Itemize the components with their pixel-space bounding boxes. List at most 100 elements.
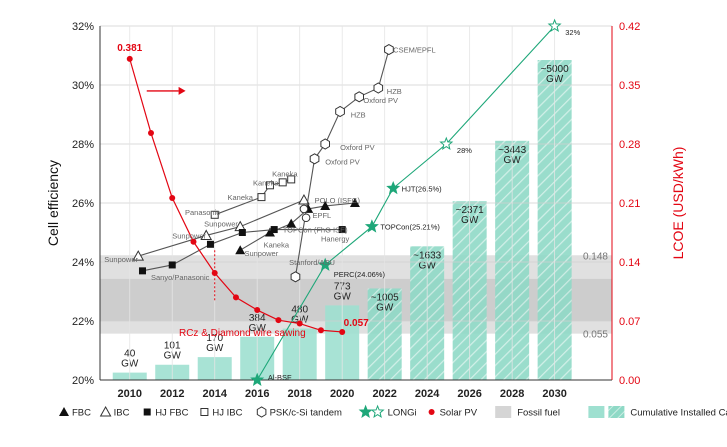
data-point — [320, 200, 331, 210]
data-point — [210, 210, 219, 219]
legend-marker — [588, 406, 605, 418]
legend-label: LONGi — [388, 408, 417, 419]
y2-tick-label: 0.35 — [619, 80, 640, 92]
legend-label: Fossil fuel — [517, 408, 560, 419]
data-point — [298, 194, 310, 205]
x-tick-label: 2022 — [372, 388, 396, 400]
y2-tick-label: 0.00 — [619, 375, 640, 387]
data-point — [338, 226, 346, 234]
x-tick-label: 2026 — [457, 388, 481, 400]
annotation-text: RCz & Diamond wire sawing — [179, 328, 306, 339]
y-tick-label: 20% — [72, 375, 94, 387]
data-point — [200, 229, 213, 240]
data-point — [349, 198, 360, 207]
y-tick-label: 22% — [72, 316, 94, 328]
legend-marker — [143, 408, 151, 416]
lcoe-last-label: 0.057 — [344, 318, 369, 329]
data-point — [373, 82, 384, 94]
data-point — [301, 213, 311, 223]
legend-label: HJ IBC — [212, 408, 242, 419]
point-label: Panasonic — [185, 208, 220, 217]
legend-label: PSK/c-Si tandem — [270, 408, 342, 419]
legend-item: LONGi — [358, 404, 417, 419]
y-tick-label: 28% — [72, 139, 94, 151]
legend-label: FBC — [72, 408, 91, 419]
y-tick-label: 24% — [72, 257, 94, 269]
legend-item: FBC — [59, 407, 91, 419]
fossil-low-label: 0.055 — [583, 330, 608, 341]
lcoe-point — [317, 327, 324, 334]
series-line — [142, 229, 343, 272]
y-tick-label: 26% — [72, 198, 94, 210]
point-label: POLO (ISFG) — [315, 196, 361, 205]
y-tick-label: 32% — [72, 21, 94, 33]
data-point — [278, 178, 287, 187]
data-point — [384, 44, 394, 56]
point-label: Oxford PV — [325, 158, 360, 167]
data-point — [138, 267, 146, 275]
point-label: CSEM/EPFL — [393, 46, 436, 55]
legend-marker — [370, 404, 385, 419]
data-point — [270, 226, 278, 234]
data-point — [364, 219, 379, 233]
legend-item: HJ IBC — [200, 408, 243, 419]
lcoe-first-label: 0.381 — [117, 43, 142, 54]
lcoe-arrow-head — [178, 86, 186, 95]
legend-label: HJ FBC — [155, 408, 188, 419]
data-point — [547, 18, 562, 33]
lcoe-point — [339, 328, 346, 335]
y2-tick-label: 0.42 — [619, 21, 640, 33]
legend-label: IBC — [114, 408, 130, 419]
series-line — [239, 202, 355, 251]
point-label: Sunpower — [204, 220, 238, 229]
point-label: HJT(26.5%) — [402, 184, 443, 193]
data-point — [318, 257, 333, 271]
lcoe-point — [169, 194, 176, 201]
legend-marker — [358, 404, 373, 419]
point-label: Al-BSF — [268, 373, 292, 382]
point-label: Sunpower — [172, 231, 206, 240]
point-label: Sunpower — [244, 249, 278, 258]
legend-item: IBC — [99, 405, 130, 419]
point-label: Kaneka — [253, 178, 279, 187]
data-point — [320, 138, 330, 150]
x-tick-label: 2020 — [330, 388, 354, 400]
legend-marker — [99, 405, 112, 417]
y-tick-label: 30% — [72, 80, 94, 92]
legend-marker — [59, 407, 69, 416]
point-label: Sanyo/Panasonic — [151, 273, 210, 282]
x-tick-label: 2016 — [245, 388, 269, 400]
point-label: HZB — [351, 111, 366, 120]
y2-tick-label: 0.14 — [619, 257, 640, 269]
legend-item: Fossil fuel — [495, 406, 560, 419]
data-point — [168, 261, 176, 269]
x-tick-label: 2012 — [160, 388, 184, 400]
point-label: Kaneka — [272, 170, 298, 179]
point-label: Stanford/ASU — [289, 258, 335, 267]
data-point — [250, 372, 265, 387]
point-label: EPFL — [312, 211, 331, 220]
legend-item: HJ FBC — [143, 408, 189, 419]
point-label: PERC(24.06%) — [334, 270, 386, 279]
series-line — [138, 199, 305, 257]
point-label: 32% — [565, 28, 580, 37]
data-point — [287, 175, 296, 184]
data-point — [238, 229, 246, 236]
legend-label: Solar PV — [440, 408, 478, 419]
legend-item: PSK/c-Si tandem — [256, 406, 342, 419]
lcoe-point — [254, 307, 261, 314]
legend-item: Cumulative Installed Capacity — [588, 406, 727, 419]
data-point — [309, 153, 320, 165]
x-tick-label: 2024 — [415, 388, 440, 400]
lcoe-point — [147, 130, 154, 137]
point-label: TOPCon(25.21%) — [380, 223, 440, 232]
y2-tick-label: 0.28 — [619, 139, 640, 151]
data-point — [335, 105, 345, 118]
fossil-high-label: 0.148 — [583, 251, 608, 262]
legend-item: Solar PV — [428, 408, 478, 419]
y-axis-title: Cell efficiency — [45, 160, 61, 246]
data-point — [439, 136, 454, 151]
data-point — [257, 193, 266, 202]
lcoe-point — [296, 320, 303, 327]
data-point — [132, 250, 145, 261]
